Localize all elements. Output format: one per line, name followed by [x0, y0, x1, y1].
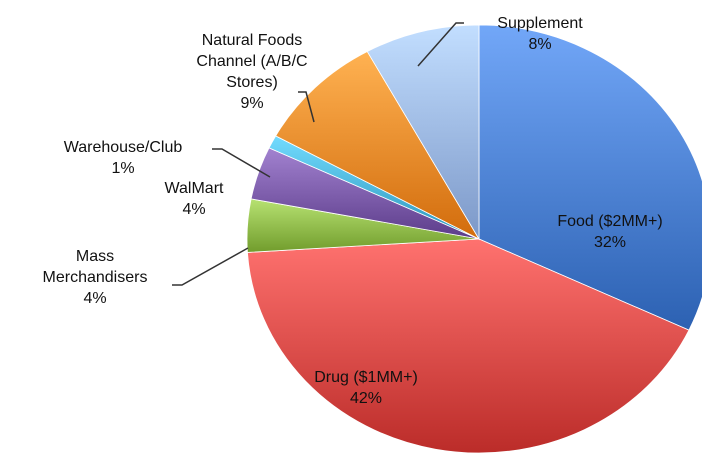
leader-line-7 — [417, 22, 464, 67]
slice-label-5: Warehouse/Club 1% — [64, 139, 183, 177]
leader-line-6 — [298, 91, 315, 123]
slice-label-4: WalMart 4% — [165, 180, 225, 218]
pie-slice-7 — [366, 24, 480, 241]
slice-label-line: Drug ($1MM+) — [314, 369, 418, 386]
slice-label-line: 4% — [182, 201, 205, 218]
slice-label-line: Mass — [76, 248, 114, 265]
pie-slices — [246, 24, 702, 453]
slice-label-7: Supplement 8% — [497, 15, 583, 53]
leader-lines — [172, 22, 464, 286]
slice-labels: Food ($2MM+) 32% Drug ($1MM+) 42% Mass Mercha… — [43, 15, 663, 407]
slice-label-line: 32% — [594, 234, 626, 251]
slice-label-line: Warehouse/Club — [64, 139, 183, 156]
pie-slice-1 — [478, 24, 702, 331]
slice-label-line: Merchandisers — [43, 269, 148, 286]
slice-label-line: Supplement — [497, 15, 583, 32]
slice-label-line: 9% — [240, 95, 263, 112]
leader-line-3 — [172, 247, 249, 286]
slice-label-line: 4% — [83, 290, 106, 307]
pie-slice-2 — [247, 238, 690, 453]
slice-label-line: Stores) — [226, 74, 278, 91]
slice-label-line: Channel (A/B/C — [196, 53, 307, 70]
slice-label-1: Food ($2MM+) 32% — [557, 213, 662, 251]
slice-label-3: Mass Merchandisers 4% — [43, 248, 148, 307]
slice-label-line: 42% — [350, 390, 382, 407]
slice-label-2: Drug ($1MM+) 42% — [314, 369, 418, 407]
slice-label-6: Natural Foods Channel (A/B/C Stores) 9% — [196, 32, 307, 112]
slice-label-line: Natural Foods — [202, 32, 303, 49]
slice-label-line: WalMart — [165, 180, 225, 197]
slice-label-line: 8% — [528, 36, 551, 53]
slice-label-line: Food ($2MM+) — [557, 213, 662, 230]
leader-line-5 — [212, 148, 271, 178]
pie-slice-6 — [275, 50, 481, 240]
slice-label-line: 1% — [111, 160, 134, 177]
